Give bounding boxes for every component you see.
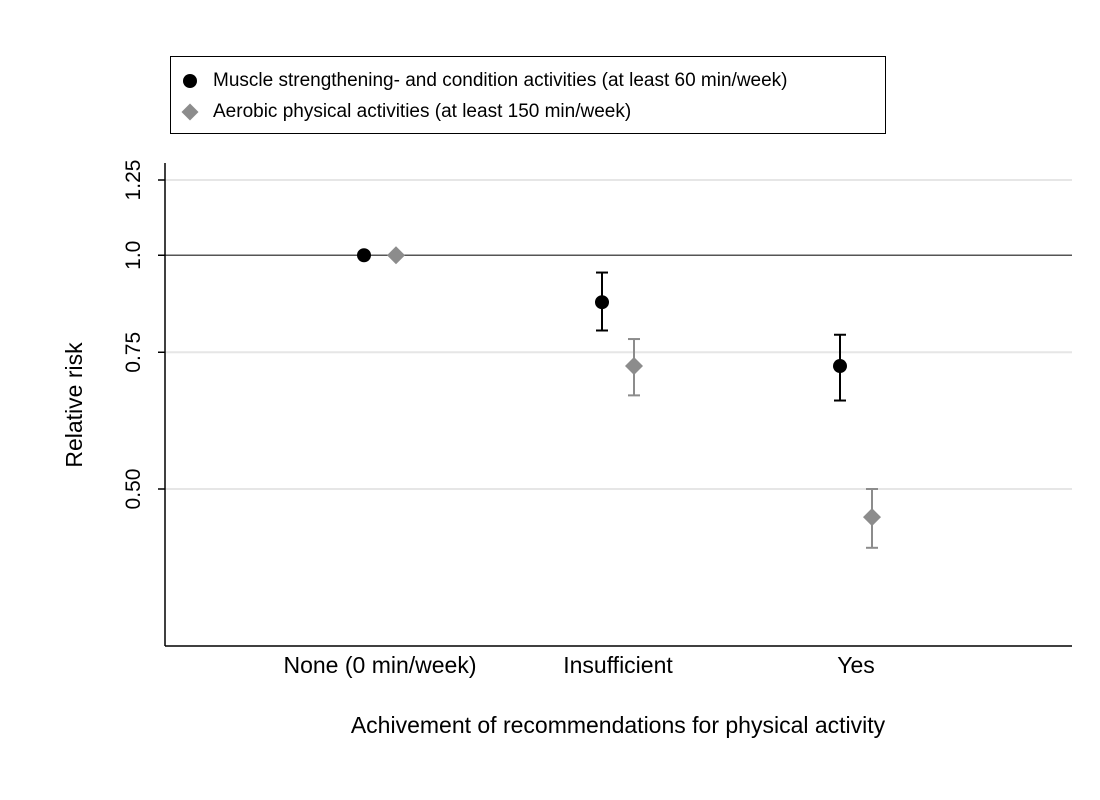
legend-label: Aerobic physical activities (at least 15… xyxy=(213,101,632,122)
data-point-circle xyxy=(357,248,371,263)
x-ticks: None (0 min/week) Insufficient Yes xyxy=(283,652,874,678)
y-axis-label: Relative risk xyxy=(61,342,87,468)
y-tick-label: 1.25 xyxy=(122,160,145,201)
data-point-diamond xyxy=(625,357,643,376)
diamond-marker-icon xyxy=(181,103,199,121)
y-tick-label: 0.50 xyxy=(122,469,145,510)
data-point-circle xyxy=(833,359,847,374)
legend: Muscle strengthening- and condition acti… xyxy=(170,56,886,134)
data-point-diamond xyxy=(387,246,405,265)
y-ticks: 0.50 0.75 1.0 1.25 xyxy=(122,160,165,510)
data-point-circle xyxy=(595,295,609,310)
legend-item-aerobic: Aerobic physical activities (at least 15… xyxy=(181,98,632,126)
data-point-diamond xyxy=(863,508,881,527)
gridlines xyxy=(165,179,1072,490)
y-tick-label: 0.75 xyxy=(122,332,145,373)
y-tick-label: 1.0 xyxy=(122,241,145,270)
x-tick-label: Yes xyxy=(837,652,875,678)
circle-marker-icon xyxy=(183,74,197,88)
x-axis-label: Achivement of recommendations for physic… xyxy=(351,712,886,738)
legend-item-muscle: Muscle strengthening- and condition acti… xyxy=(183,67,788,95)
legend-label: Muscle strengthening- and condition acti… xyxy=(213,70,788,91)
x-tick-label: Insufficient xyxy=(563,652,673,678)
x-tick-label: None (0 min/week) xyxy=(283,652,476,678)
data-marks xyxy=(357,246,881,549)
